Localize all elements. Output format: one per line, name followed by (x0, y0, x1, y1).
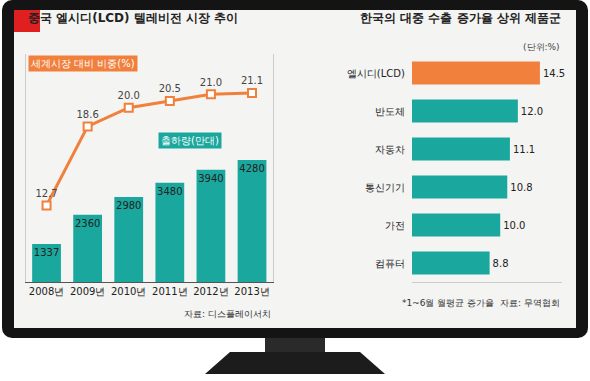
svg-text:통신기기: 통신기기 (365, 182, 405, 193)
svg-text:20.5: 20.5 (159, 83, 181, 94)
svg-text:10.0: 10.0 (503, 220, 525, 231)
svg-text:2008년: 2008년 (29, 286, 64, 297)
svg-text:18.6: 18.6 (77, 109, 99, 120)
svg-text:한국의 대중 수출 증가율 상위 제품군: 한국의 대중 수출 증가율 상위 제품군 (360, 11, 561, 25)
svg-text:2013년: 2013년 (234, 286, 269, 297)
svg-text:2011년: 2011년 (152, 286, 187, 297)
svg-text:*1~6월 월평균 증가율 자료: 무역협회: *1~6월 월평균 증가율 자료: 무역협회 (402, 298, 560, 308)
svg-text:3480: 3480 (157, 186, 182, 197)
svg-text:20.0: 20.0 (118, 90, 140, 101)
svg-text:중국 엘시디(LCD) 텔레비전 시장 추이: 중국 엘시디(LCD) 텔레비전 시장 추이 (28, 11, 238, 25)
svg-text:12.0: 12.0 (521, 106, 543, 117)
svg-text:4280: 4280 (239, 163, 264, 174)
svg-text:(단위:%): (단위:%) (523, 42, 560, 52)
svg-text:10.8: 10.8 (510, 182, 532, 193)
svg-text:출하량(만대): 출하량(만대) (161, 135, 219, 146)
svg-text:21.0: 21.0 (200, 77, 222, 88)
svg-text:2009년: 2009년 (70, 286, 105, 297)
svg-text:엘시디(LCD): 엘시디(LCD) (347, 68, 405, 79)
svg-text:컴퓨터: 컴퓨터 (375, 258, 405, 269)
svg-text:11.1: 11.1 (513, 144, 535, 155)
svg-text:반도체: 반도체 (375, 106, 405, 117)
svg-text:2010년: 2010년 (111, 286, 146, 297)
svg-text:21.1: 21.1 (241, 75, 263, 86)
svg-text:14.5: 14.5 (543, 68, 565, 79)
svg-text:2360: 2360 (75, 218, 100, 229)
svg-text:가전: 가전 (385, 220, 405, 231)
svg-text:자동차: 자동차 (375, 144, 405, 155)
svg-text:3940: 3940 (198, 173, 223, 184)
svg-text:세계시장 대비 비중(%): 세계시장 대비 비중(%) (31, 58, 135, 69)
svg-text:2980: 2980 (116, 200, 141, 211)
svg-text:1337: 1337 (34, 247, 59, 258)
svg-text:8.8: 8.8 (493, 258, 509, 269)
svg-text:자료: 디스플레이서치: 자료: 디스플레이서치 (184, 309, 271, 319)
svg-text:2012년: 2012년 (193, 286, 228, 297)
svg-text:12.7: 12.7 (35, 188, 57, 199)
